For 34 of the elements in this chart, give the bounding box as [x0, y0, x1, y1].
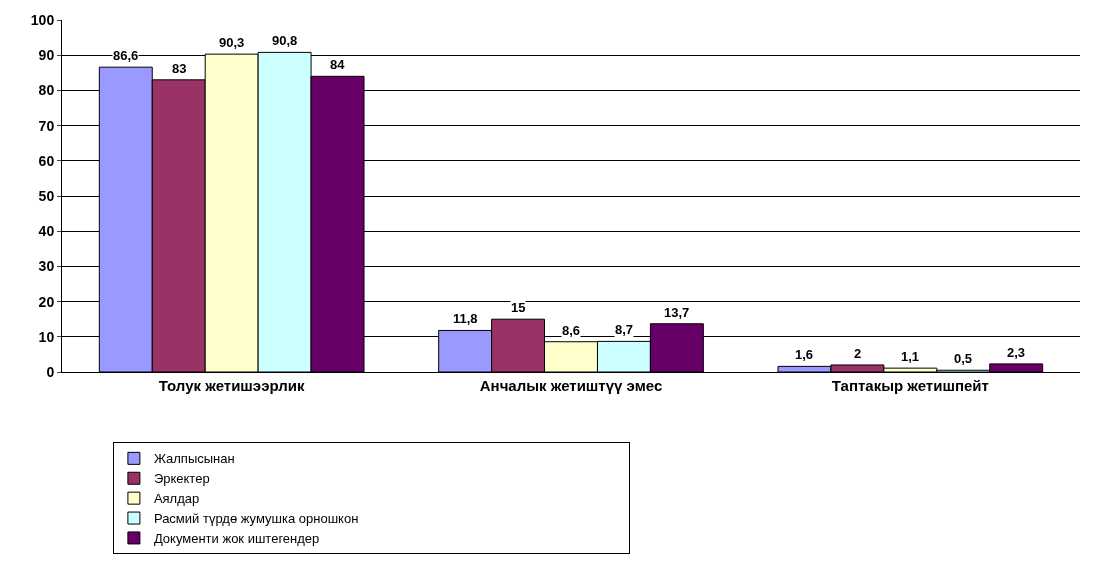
- y-tick-label: 20: [38, 293, 55, 310]
- y-tick-label: 90: [38, 47, 55, 64]
- y-tick-label: 30: [38, 258, 55, 275]
- data-label: 15: [511, 300, 526, 315]
- x-tick-label: Анчалык жетиштүү эмес: [479, 377, 663, 394]
- legend-label: Жалпысынан: [153, 451, 235, 467]
- legend-label: Аялдар: [153, 491, 200, 507]
- data-label: 83: [172, 61, 187, 76]
- data-label: 1,6: [795, 347, 814, 362]
- y-tick-label: 60: [38, 152, 55, 169]
- data-label: 90,3: [219, 35, 245, 50]
- data-label: 86,6: [113, 48, 139, 63]
- y-tick-label: 80: [38, 82, 55, 99]
- data-label: 84: [330, 57, 346, 72]
- y-tick-label: 0: [46, 363, 55, 380]
- data-label: 0,5: [954, 351, 973, 366]
- y-tick-label: 100: [30, 11, 55, 28]
- legend-label: Документи жок иштегендер: [153, 531, 320, 547]
- y-tick-label: 50: [38, 187, 55, 204]
- data-label: 90,8: [272, 33, 298, 48]
- data-label: 8,6: [562, 323, 581, 338]
- y-tick-label: 10: [38, 328, 55, 345]
- data-label: 8,7: [615, 322, 634, 337]
- legend-label: Расмий түрдө жумушка орношкон: [153, 511, 359, 527]
- data-label: 2,3: [1007, 345, 1026, 360]
- data-label: 2: [854, 346, 862, 361]
- legend-label: Эркектер: [153, 471, 210, 487]
- data-label: 13,7: [664, 305, 690, 320]
- data-label: 11,8: [453, 311, 478, 326]
- data-label: 1,1: [901, 349, 920, 364]
- y-tick-label: 40: [38, 223, 55, 240]
- x-tick-label: Таптакыр жетишпейт: [831, 377, 989, 394]
- x-tick-label: Толук жетишээрлик: [158, 377, 305, 394]
- y-tick-label: 70: [38, 117, 55, 134]
